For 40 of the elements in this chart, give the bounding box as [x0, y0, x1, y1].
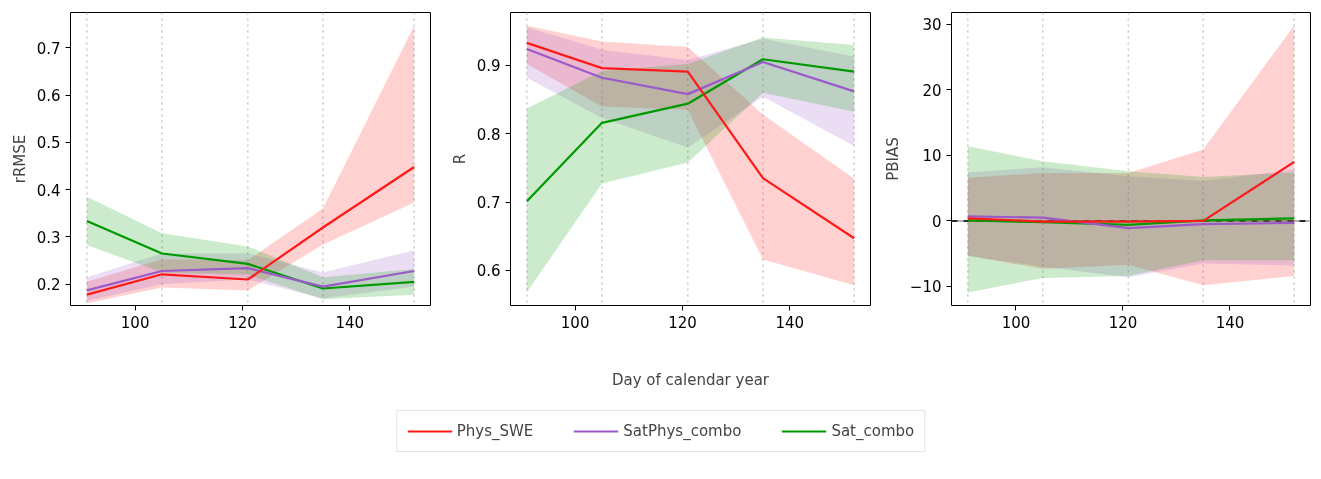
line-series	[85, 267, 416, 292]
x-tick-label: 100	[560, 313, 590, 332]
line-series	[85, 219, 416, 290]
legend-label: SatPhys_combo	[623, 422, 742, 440]
x-tick-label: 140	[775, 313, 805, 332]
y-tick-label: 0.3	[36, 228, 61, 247]
x-tick-label: 120	[1108, 313, 1138, 332]
y-axis-title: rRMSE	[10, 134, 29, 184]
y-tick-label: 0.8	[476, 125, 501, 144]
line-series	[966, 215, 1296, 230]
line-series	[966, 217, 1296, 226]
x-tick-label: 100	[120, 313, 150, 332]
x-axis-title: Day of calendar year	[611, 370, 770, 389]
y-tick-label: 10	[922, 147, 942, 166]
y-tick-label: 0.4	[36, 181, 61, 200]
x-tick-label: 100	[1001, 313, 1031, 332]
y-tick-label: 0.6	[476, 262, 501, 281]
line-series	[525, 41, 856, 240]
y-tick-label: 30	[922, 16, 942, 35]
x-tick-label: 120	[228, 313, 257, 332]
y-tick-label: 20	[922, 81, 942, 100]
line-series	[525, 58, 856, 203]
line-series	[966, 160, 1296, 223]
y-tick-label: −10	[909, 278, 942, 297]
legend-label: Sat_combo	[831, 422, 915, 440]
y-tick-label: 0.7	[36, 39, 61, 58]
legend-label: Phys_SWE	[456, 422, 534, 440]
x-tick-label: 120	[668, 313, 697, 332]
y-tick-label: 0.6	[36, 87, 61, 106]
y-tick-label: 0.9	[476, 57, 501, 76]
y-tick-label: 0.7	[476, 194, 501, 213]
y-tick-label: 0	[931, 212, 942, 231]
x-tick-label: 140	[1215, 313, 1245, 332]
y-axis-title: PBIAS	[883, 137, 902, 181]
y-axis-title: R	[450, 153, 469, 165]
y-tick-label: 0.5	[36, 134, 61, 153]
y-tick-label: 0.2	[36, 276, 61, 295]
line-series	[525, 47, 856, 96]
line-series	[85, 165, 416, 296]
x-tick-label: 140	[335, 313, 365, 332]
